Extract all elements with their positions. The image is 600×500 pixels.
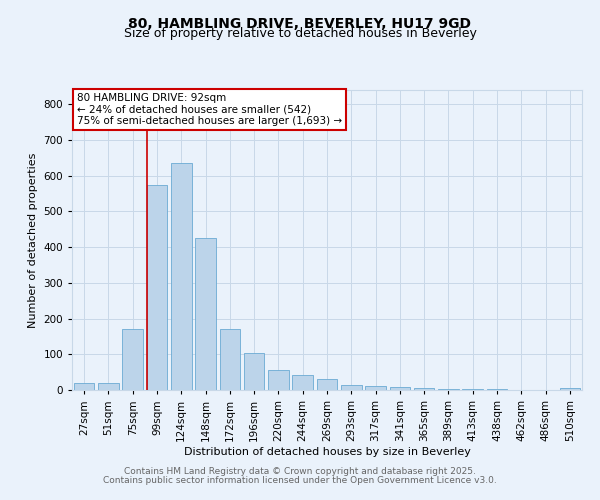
X-axis label: Distribution of detached houses by size in Beverley: Distribution of detached houses by size …	[184, 446, 470, 456]
Bar	[220, 330, 240, 390]
Bar	[146, 184, 167, 390]
Bar	[244, 352, 265, 390]
Bar	[292, 375, 313, 390]
Bar	[171, 163, 191, 390]
Text: 80 HAMBLING DRIVE: 92sqm
← 24% of detached houses are smaller (542)
75% of semi-: 80 HAMBLING DRIVE: 92sqm ← 24% of detach…	[77, 93, 342, 126]
Bar	[122, 330, 143, 390]
Bar	[414, 388, 434, 390]
Bar	[195, 238, 216, 390]
Bar	[438, 388, 459, 390]
Bar	[317, 380, 337, 390]
Text: Contains HM Land Registry data © Crown copyright and database right 2025.: Contains HM Land Registry data © Crown c…	[124, 467, 476, 476]
Bar	[98, 383, 119, 390]
Text: 80, HAMBLING DRIVE, BEVERLEY, HU17 9GD: 80, HAMBLING DRIVE, BEVERLEY, HU17 9GD	[128, 18, 472, 32]
Bar	[365, 386, 386, 390]
Y-axis label: Number of detached properties: Number of detached properties	[28, 152, 38, 328]
Bar	[463, 389, 483, 390]
Text: Contains public sector information licensed under the Open Government Licence v3: Contains public sector information licen…	[103, 476, 497, 485]
Bar	[341, 384, 362, 390]
Bar	[389, 387, 410, 390]
Bar	[268, 370, 289, 390]
Bar	[74, 383, 94, 390]
Text: Size of property relative to detached houses in Beverley: Size of property relative to detached ho…	[124, 28, 476, 40]
Bar	[560, 388, 580, 390]
